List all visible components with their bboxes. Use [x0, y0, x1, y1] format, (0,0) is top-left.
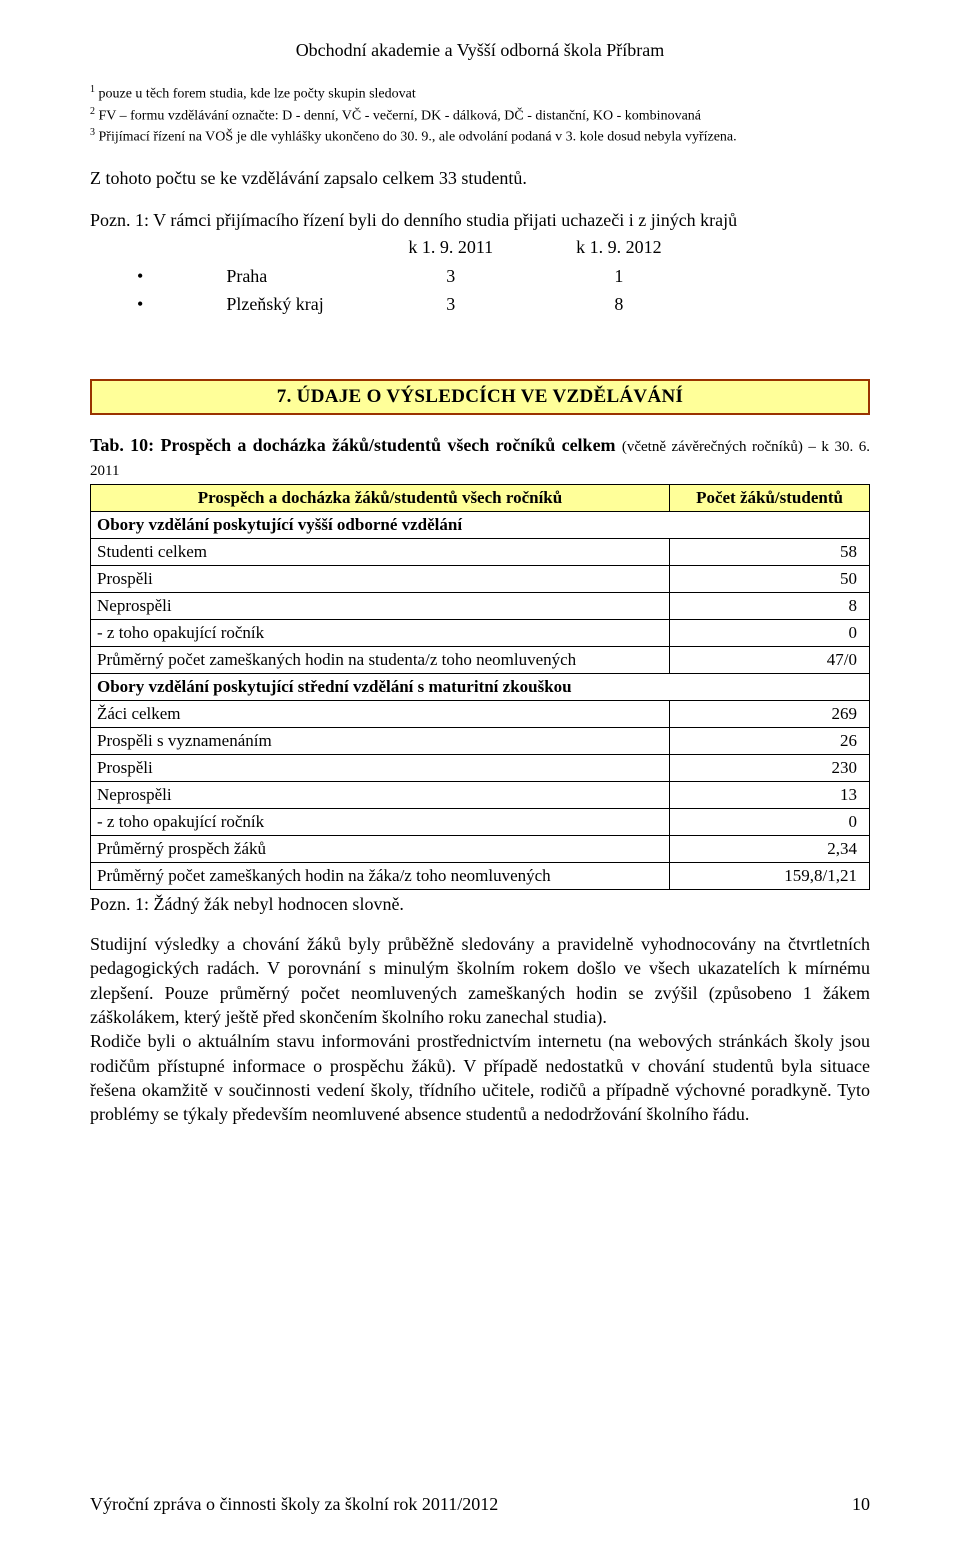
cell-value: 159,8/1,21	[670, 862, 870, 889]
cell-label: - z toho opakující ročník	[91, 619, 670, 646]
bullet-icon: •	[136, 263, 223, 289]
cell-value: 47/0	[670, 646, 870, 673]
table-row: Studenti celkem58	[91, 538, 870, 565]
table-caption: Tab. 10: Prospěch a docházka žáků/studen…	[90, 433, 870, 482]
cell-label: Studenti celkem	[91, 538, 670, 565]
note-row-v1: 3	[407, 291, 573, 317]
cell-label: Neprospěli	[91, 592, 670, 619]
cell-value: 50	[670, 565, 870, 592]
note-row-label: Praha	[225, 263, 405, 289]
results-table: Prospěch a docházka žáků/studentů všech …	[90, 484, 870, 890]
note-row-label: Plzeňský kraj	[225, 291, 405, 317]
table-header-row: Prospěch a docházka žáků/studentů všech …	[91, 484, 870, 511]
page: Obchodní akademie a Vyšší odborná škola …	[0, 0, 960, 1545]
table-row: Neprospěli8	[91, 592, 870, 619]
table-row: Prospěli230	[91, 754, 870, 781]
section-banner: 7. ÚDAJE O VÝSLEDCÍCH VE VZDĚLÁVÁNÍ	[90, 379, 870, 415]
table-row: Neprospěli13	[91, 781, 870, 808]
table-row: Průměrný prospěch žáků2,34	[91, 835, 870, 862]
footnote-3: Přijímací řízení na VOŠ je dle vyhlášky …	[95, 130, 737, 145]
table-row: Obory vzdělání poskytující střední vzděl…	[91, 673, 870, 700]
table-row: Průměrný počet zameškaných hodin na stud…	[91, 646, 870, 673]
note-row-v1: 3	[407, 263, 573, 289]
paragraph-enrolled: Z tohoto počtu se ke vzdělávání zapsalo …	[90, 166, 870, 190]
footnotes-block: 1 pouze u těch forem studia, kde lze poč…	[90, 83, 870, 148]
cell-value: 13	[670, 781, 870, 808]
cell-label: - z toho opakující ročník	[91, 808, 670, 835]
table-subheader-2: Obory vzdělání poskytující střední vzděl…	[91, 673, 870, 700]
cell-value: 8	[670, 592, 870, 619]
table-row: - z toho opakující ročník0	[91, 808, 870, 835]
cell-label: Průměrný počet zameškaných hodin na stud…	[91, 646, 670, 673]
note-row-plzen: • Plzeňský kraj 3 8	[136, 291, 742, 317]
cell-label: Průměrný prospěch žáků	[91, 835, 670, 862]
note-row-v2: 8	[575, 291, 742, 317]
cell-value: 0	[670, 808, 870, 835]
page-footer: Výroční zpráva o činnosti školy za školn…	[90, 1494, 870, 1515]
footer-text: Výroční zpráva o činnosti školy za školn…	[90, 1494, 498, 1514]
table-head-right: Počet žáků/studentů	[670, 484, 870, 511]
footnote-1: pouze u těch forem studia, kde lze počty…	[95, 87, 416, 102]
cell-value: 269	[670, 700, 870, 727]
cell-value: 2,34	[670, 835, 870, 862]
note-row-v2: 1	[575, 263, 742, 289]
cell-value: 230	[670, 754, 870, 781]
cell-value: 58	[670, 538, 870, 565]
body-paragraph-1: Studijní výsledky a chování žáků byly pr…	[90, 932, 870, 1029]
table-row: Obory vzdělání poskytující vyšší odborné…	[91, 511, 870, 538]
table-row: Průměrný počet zameškaných hodin na žáka…	[91, 862, 870, 889]
table-row: Žáci celkem269	[91, 700, 870, 727]
cell-label: Žáci celkem	[91, 700, 670, 727]
note-header-row: k 1. 9. 2011 k 1. 9. 2012	[136, 234, 742, 260]
cell-label: Prospěli	[91, 754, 670, 781]
note-row-praha: • Praha 3 1	[136, 263, 742, 289]
body-paragraph-2: Rodiče byli o aktuálním stavu informován…	[90, 1029, 870, 1126]
table-row: Prospěli50	[91, 565, 870, 592]
note-block: Pozn. 1: V rámci přijímacího řízení byli…	[90, 208, 870, 319]
bullet-icon: •	[136, 291, 223, 317]
note-col-1: k 1. 9. 2011	[407, 234, 573, 260]
note-col-2: k 1. 9. 2012	[575, 234, 742, 260]
table-row: Prospěli s vyznamenáním26	[91, 727, 870, 754]
note-intro: Pozn. 1: V rámci přijímacího řízení byli…	[90, 208, 870, 232]
table-row: - z toho opakující ročník0	[91, 619, 870, 646]
cell-label: Prospěli	[91, 565, 670, 592]
cell-label: Průměrný počet zameškaných hodin na žáka…	[91, 862, 670, 889]
cell-value: 26	[670, 727, 870, 754]
table-caption-prefix: Tab. 10: Prospěch a docházka žáků/studen…	[90, 435, 622, 455]
cell-label: Prospěli s vyznamenáním	[91, 727, 670, 754]
table-subheader-1: Obory vzdělání poskytující vyšší odborné…	[91, 511, 870, 538]
note-table: k 1. 9. 2011 k 1. 9. 2012 • Praha 3 1 • …	[134, 232, 744, 319]
footnote-2: FV – formu vzdělávání označte: D - denní…	[95, 108, 701, 123]
cell-label: Neprospěli	[91, 781, 670, 808]
table-head-left: Prospěch a docházka žáků/studentů všech …	[91, 484, 670, 511]
footer-page-number: 10	[852, 1494, 870, 1515]
page-header-title: Obchodní akademie a Vyšší odborná škola …	[90, 40, 870, 61]
table-footnote: Pozn. 1: Žádný žák nebyl hodnocen slovně…	[90, 892, 870, 916]
cell-value: 0	[670, 619, 870, 646]
